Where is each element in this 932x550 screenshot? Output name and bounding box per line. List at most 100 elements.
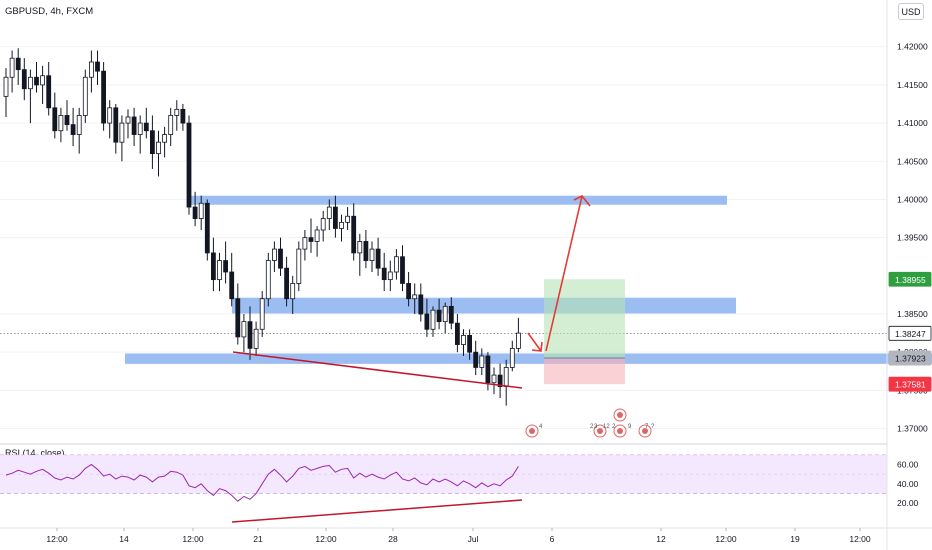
candle-up — [290, 283, 296, 300]
support-zones — [125, 195, 932, 364]
candle-up — [509, 347, 515, 368]
event-count: 4 — [539, 424, 543, 430]
candle-up — [3, 76, 9, 97]
candle-up — [302, 237, 308, 250]
event-flag-dot — [642, 428, 648, 434]
time-tick: 12:00 — [715, 534, 737, 544]
candle-down — [210, 252, 216, 281]
candle-down — [34, 76, 39, 86]
candle-up — [156, 141, 161, 155]
time-tick: 6 — [550, 534, 555, 544]
candle-up — [314, 229, 320, 242]
candle-down — [278, 248, 283, 269]
candle-up — [82, 76, 88, 116]
candle-down — [149, 130, 155, 155]
candle-up — [345, 215, 351, 223]
candle-up — [357, 241, 363, 254]
candle-up — [162, 134, 168, 143]
candle-up — [259, 298, 265, 330]
trend-line — [232, 351, 523, 389]
candle-up — [58, 115, 64, 132]
rsi-tick: 60.00 — [897, 460, 919, 470]
candle-down — [229, 271, 235, 300]
time-tick: 12:00 — [849, 534, 871, 544]
stop-area — [544, 358, 625, 385]
candle-down — [223, 260, 229, 273]
candle-down — [180, 108, 186, 124]
event-flag-dot — [617, 412, 623, 418]
price-tick: 1.40500 — [897, 156, 928, 166]
price-badge — [888, 376, 932, 392]
candle-up — [339, 221, 344, 229]
candle-down — [308, 237, 314, 242]
time-tick: 14 — [119, 534, 129, 544]
time-tick: 12:00 — [315, 534, 337, 544]
event-count: ? — [651, 424, 655, 430]
candle-down — [467, 334, 473, 353]
candle-down — [46, 75, 52, 109]
candle-down — [235, 298, 241, 338]
candle-down — [113, 107, 119, 143]
candle-up — [430, 309, 436, 330]
candle-down — [473, 351, 479, 368]
candle-down — [95, 61, 100, 72]
candle-up — [107, 107, 113, 124]
rsi-tick: 40.00 — [897, 479, 919, 489]
candle-down — [247, 321, 253, 349]
event-count: 2 — [612, 424, 616, 430]
candle-down — [485, 355, 491, 384]
price-badge — [888, 350, 932, 366]
drawings — [232, 194, 591, 389]
rsi-tick: 20.00 — [897, 498, 919, 508]
candle-down — [192, 206, 198, 219]
grid — [0, 46, 887, 430]
candle-up — [253, 328, 259, 349]
price-badge-label: 1.38247 — [895, 329, 926, 339]
candle-up — [491, 374, 497, 384]
candle-up — [442, 305, 448, 323]
candle-up — [326, 206, 332, 219]
symbol-title: GBPUSD, 4h, FXCM — [5, 6, 94, 17]
candles — [3, 48, 521, 406]
candle-down — [436, 309, 442, 323]
price-badge-label: 1.37581 — [895, 380, 926, 390]
price-badge-label: 1.38955 — [895, 275, 926, 285]
candle-up — [76, 115, 82, 135]
candle-up — [503, 367, 509, 387]
support-zone — [187, 195, 727, 205]
event-flag-dot — [617, 428, 623, 434]
candle-down — [375, 248, 381, 269]
candle-up — [125, 116, 131, 124]
event-count: 7 — [645, 424, 649, 430]
candle-up — [393, 256, 399, 273]
currency-button[interactable]: USD — [898, 3, 924, 20]
candle-up — [137, 122, 143, 135]
candle-up — [387, 271, 393, 281]
event-count: 12 — [603, 424, 610, 430]
candle-up — [89, 61, 94, 78]
candle-up — [40, 75, 45, 86]
candle-up — [516, 332, 521, 349]
time-tick: Jul — [468, 534, 479, 544]
candle-up — [119, 122, 125, 143]
long-position-tool[interactable] — [544, 279, 625, 385]
candle-down — [143, 122, 149, 132]
event-count: 3 — [594, 424, 598, 430]
time-tick: 28 — [388, 534, 398, 544]
candle-down — [400, 256, 405, 284]
candle-up — [168, 115, 174, 135]
candle-down — [15, 57, 21, 71]
candle-down — [424, 313, 430, 330]
price-badge — [888, 271, 932, 287]
candle-down — [64, 115, 70, 126]
candle-down — [418, 294, 424, 315]
event-count: 2 — [590, 424, 594, 430]
candle-down — [363, 241, 369, 261]
arrow-down — [527, 332, 543, 352]
time-tick: 12:00 — [46, 534, 68, 544]
candle-down — [52, 107, 58, 132]
candle-up — [320, 218, 326, 231]
economic-events[interactable]: 4 3 122 2 9 7? — [525, 408, 655, 438]
candle-down — [186, 122, 192, 208]
